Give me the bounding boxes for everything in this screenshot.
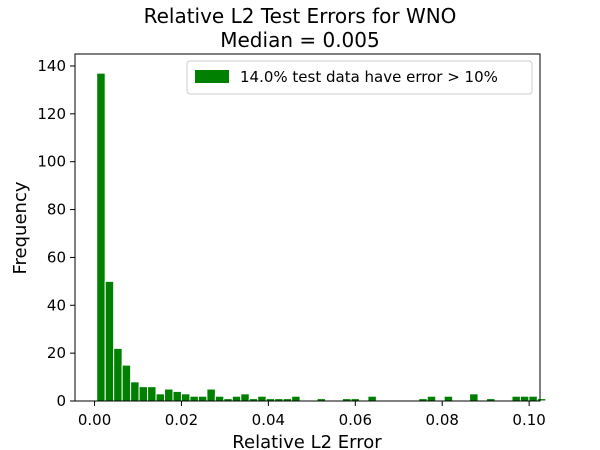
histogram-bar — [214, 395, 225, 402]
histogram-bar — [155, 393, 166, 402]
histogram-bar — [104, 280, 115, 402]
histogram-bar — [206, 388, 216, 402]
y-tick-label: 20 — [47, 344, 66, 362]
histogram-bar — [443, 395, 454, 402]
y-tick-label: 100 — [37, 153, 66, 171]
x-tick-label: 0.02 — [165, 411, 198, 429]
histogram-bar — [231, 395, 242, 402]
y-tick-label: 0 — [56, 392, 66, 410]
histogram-bar — [528, 395, 538, 402]
x-tick-label: 0.08 — [426, 411, 459, 429]
y-tick-label: 120 — [37, 105, 66, 123]
chart-subtitle: Median = 0.005 — [220, 28, 380, 52]
y-axis-label: Frequency — [10, 181, 31, 274]
histogram-bar — [291, 395, 301, 402]
legend-box — [186, 60, 533, 95]
histogram-bar — [113, 347, 123, 402]
histogram-bar — [96, 72, 106, 402]
y-axis-ticks: 0 20 40 60 80 100 120 140 — [37, 57, 75, 410]
x-tick-label: 0.00 — [78, 411, 111, 429]
y-tick-label: 140 — [37, 57, 66, 75]
histogram-bar — [469, 393, 479, 402]
histogram-bar — [147, 386, 157, 402]
y-tick-label: 40 — [47, 296, 66, 314]
histogram-bar — [257, 395, 267, 402]
histogram-bar — [130, 381, 140, 402]
histogram-bar — [511, 395, 521, 402]
histogram-bar — [138, 386, 149, 402]
bars-group — [96, 72, 547, 402]
x-axis-ticks: 0.00 0.02 0.04 0.06 0.08 0.10 — [78, 401, 546, 429]
histogram-bar — [172, 390, 182, 402]
histogram-bar — [189, 395, 199, 402]
chart-title: Relative L2 Test Errors for WNO — [143, 4, 457, 28]
histogram-bar — [519, 395, 530, 402]
x-tick-label: 0.04 — [252, 411, 285, 429]
legend-label: 14.0% test data have error > 10% — [240, 68, 498, 86]
histogram-bar — [426, 395, 437, 402]
x-tick-label: 0.10 — [512, 411, 545, 429]
histogram-bar — [164, 388, 174, 402]
y-tick-label: 80 — [47, 201, 66, 219]
legend-swatch — [195, 70, 229, 83]
legend: 14.0% test data have error > 10% — [186, 60, 533, 95]
plot-frame — [74, 53, 541, 402]
histogram-bar — [536, 398, 547, 402]
histogram-bar — [121, 364, 132, 402]
histogram-bar — [197, 395, 208, 402]
x-tick-label: 0.06 — [339, 411, 372, 429]
y-tick-label: 60 — [47, 248, 66, 266]
histogram-bar — [240, 393, 250, 402]
x-axis-label: Relative L2 Error — [232, 432, 382, 450]
histogram-bar — [367, 395, 377, 402]
histogram-bar — [180, 393, 191, 402]
